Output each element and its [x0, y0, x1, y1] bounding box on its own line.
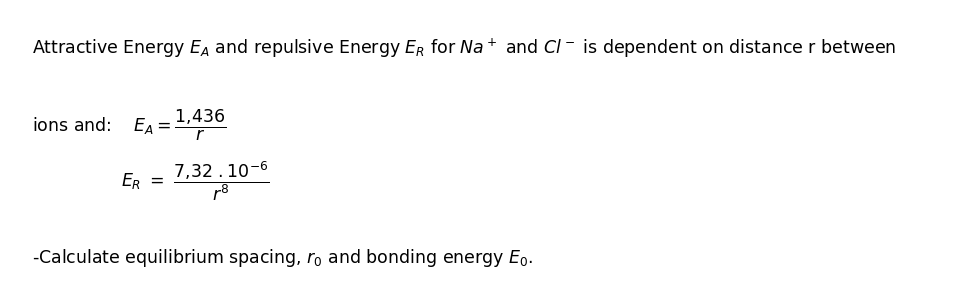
- Text: $E_R \ = \ \dfrac{7{,}32\ .10^{-6}}{r^8}$: $E_R \ = \ \dfrac{7{,}32\ .10^{-6}}{r^8}…: [121, 159, 270, 203]
- Text: ions and:    $E_A{=}\dfrac{1{,}436}{r}$: ions and: $E_A{=}\dfrac{1{,}436}{r}$: [32, 108, 226, 143]
- Text: -Calculate equilibrium spacing, $r_0$ and bonding energy $E_0$.: -Calculate equilibrium spacing, $r_0$ an…: [32, 247, 533, 269]
- Text: Attractive Energy $E_A$ and repulsive Energy $E_R$ for $Na^+$ and $Cl^-$ is depe: Attractive Energy $E_A$ and repulsive En…: [32, 37, 896, 60]
